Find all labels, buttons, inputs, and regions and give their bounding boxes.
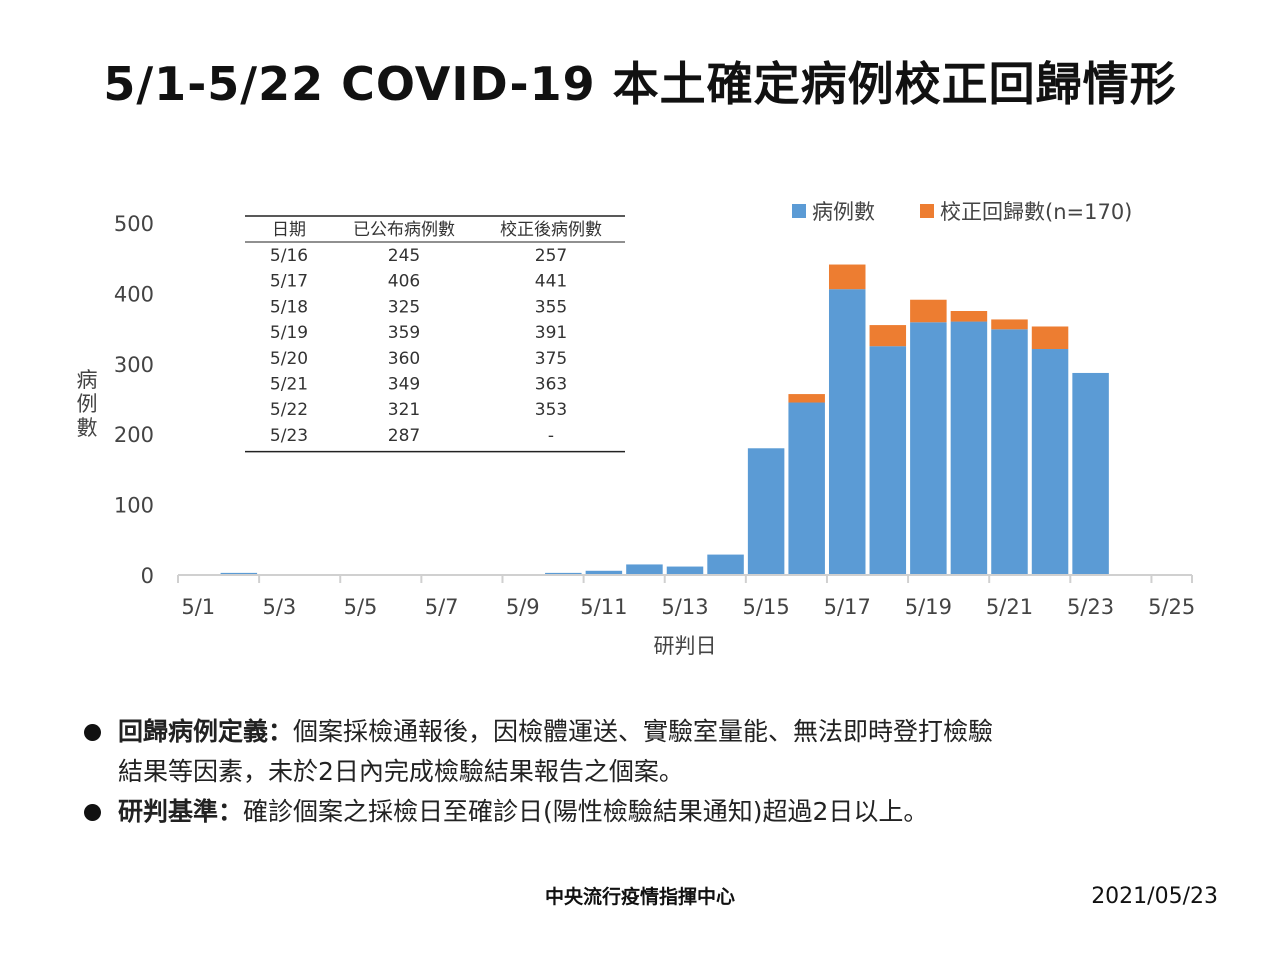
bar-segment-cases	[910, 322, 947, 575]
bar-segment-backlog	[788, 394, 825, 403]
table-header-cell: 校正後病例數	[500, 220, 602, 240]
table-cell: 5/19	[270, 323, 308, 343]
table-cell: -	[548, 426, 554, 446]
table-cell: 5/18	[270, 297, 308, 317]
x-tick-label: 5/3	[263, 595, 297, 619]
table-cell: 353	[535, 400, 567, 420]
bar-segment-cases	[747, 448, 785, 575]
y-axis: 0 100 200 300 400 500	[114, 212, 154, 588]
bar-segment-cases	[707, 554, 744, 575]
bar-segment-backlog	[950, 311, 988, 322]
notes: 回歸病例定義：個案採檢通報後，因檢體運送、實驗室量能、無法即時登打檢驗 結果等因…	[84, 712, 1214, 832]
table-cell: 245	[388, 246, 420, 266]
x-tick-label: 5/5	[344, 595, 378, 619]
bars	[220, 264, 1109, 575]
note-text: 個案採檢通報後，因檢體運送、實驗室量能、無法即時登打檢驗	[293, 717, 994, 746]
bar-segment-cases	[869, 346, 907, 575]
note-text: 確診個案之採檢日至確診日(陽性檢驗結果通知)超過2日以上。	[243, 797, 929, 826]
bar-segment-cases	[666, 566, 704, 575]
bar-segment-backlog	[910, 299, 947, 323]
bullet-icon	[84, 804, 101, 821]
table-cell: 5/22	[270, 400, 308, 420]
stacked-bar-chart: 0 100 200 300 400 500 5/1 5/3 5/5 5/7 5/9 5/11 5/13…	[77, 200, 1196, 658]
bar-segment-cases	[626, 564, 663, 575]
note-label: 研判基準：	[118, 797, 244, 826]
note-definition: 回歸病例定義：個案採檢通報後，因檢體運送、實驗室量能、無法即時登打檢驗	[84, 712, 1214, 752]
data-table: 日期 已公布病例數 校正後病例數 5/16 245 257 5/17 406 441 5/18 32…	[245, 215, 625, 453]
bar-segment-cases	[950, 321, 988, 575]
bar-segment-backlog	[828, 264, 866, 290]
x-tick-label: 5/17	[824, 595, 871, 619]
y-axis-title-char: 數	[77, 416, 98, 440]
bar-segment-backlog	[991, 319, 1028, 330]
table-cell: 287	[388, 426, 420, 446]
note-text-continued: 結果等因素，未於2日內完成檢驗結果報告之個案。	[118, 757, 684, 786]
y-axis-title-char: 例	[77, 392, 98, 416]
legend-swatch	[920, 204, 934, 218]
bar-segment-cases	[1072, 372, 1109, 575]
x-tick-label: 5/15	[743, 595, 790, 619]
x-tick-label: 5/21	[986, 595, 1033, 619]
y-tick-label: 300	[114, 353, 154, 377]
y-axis-title-char: 病	[77, 368, 98, 392]
y-tick-label: 0	[141, 564, 154, 588]
y-tick-label: 500	[114, 212, 154, 236]
page-title: 5/1-5/22 COVID-19 本土確定病例校正回歸情形	[103, 57, 1177, 111]
table-cell: 406	[388, 272, 420, 292]
bar-segment-cases	[991, 329, 1028, 575]
table-cell: 5/20	[270, 349, 308, 369]
table-cell: 5/16	[270, 246, 308, 266]
x-tick-label: 5/13	[661, 595, 708, 619]
legend: 病例數 校正回歸數(n=170)	[792, 200, 1132, 224]
table-cell: 349	[388, 375, 420, 395]
table-header-cell: 日期	[272, 220, 306, 240]
legend-swatch	[792, 204, 806, 218]
x-axis-title: 研判日	[654, 634, 717, 658]
note-criteria: 研判基準：確診個案之採檢日至確診日(陽性檢驗結果通知)超過2日以上。	[84, 792, 1214, 832]
table-cell: 5/17	[270, 272, 308, 292]
table-cell: 325	[388, 297, 420, 317]
footer-organization: 中央流行疫情指揮中心	[544, 886, 735, 908]
y-tick-label: 200	[114, 423, 154, 447]
table-cell: 359	[388, 323, 420, 343]
table-cell: 355	[535, 297, 567, 317]
table-cell: 363	[535, 375, 567, 395]
table-cell: 5/21	[270, 375, 308, 395]
footer-date: 2021/05/23	[1091, 884, 1218, 909]
bar-segment-cases	[545, 572, 582, 575]
x-tick-label: 5/7	[425, 595, 459, 619]
table-cell: 375	[535, 349, 567, 369]
x-tick-label: 5/11	[580, 595, 627, 619]
bar-segment-backlog	[1031, 326, 1069, 350]
table-header-cell: 已公布病例數	[353, 220, 455, 240]
table-cell: 257	[535, 246, 567, 266]
table-cell: 321	[388, 400, 420, 420]
table-cell: 360	[388, 349, 420, 369]
x-tick-label: 5/23	[1067, 595, 1114, 619]
table-cell: 5/23	[270, 426, 308, 446]
y-tick-label: 400	[114, 282, 154, 306]
y-tick-label: 100	[114, 494, 154, 518]
x-tick-label: 5/25	[1148, 595, 1195, 619]
legend-label: 病例數	[812, 200, 875, 224]
x-tick-label: 5/19	[905, 595, 952, 619]
bar-segment-cases	[828, 289, 866, 575]
bar-segment-backlog	[869, 325, 907, 347]
table-cell: 391	[535, 323, 567, 343]
bullet-icon	[84, 724, 101, 741]
x-tick-label: 5/9	[506, 595, 540, 619]
bar-segment-cases	[1031, 349, 1069, 575]
legend-label: 校正回歸數(n=170)	[940, 200, 1132, 224]
bar-segment-cases	[220, 572, 258, 575]
x-tick-label: 5/1	[181, 595, 215, 619]
table-cell: 441	[535, 272, 567, 292]
note-label: 回歸病例定義：	[118, 717, 294, 746]
bar-segment-cases	[788, 402, 825, 575]
x-axis: 5/1 5/3 5/5 5/7 5/9 5/11 5/13 5/15 5/17 5/19 5/21 5…	[177, 575, 1195, 619]
bar-segment-cases	[585, 570, 623, 575]
y-axis-title: 病例數	[77, 368, 98, 440]
